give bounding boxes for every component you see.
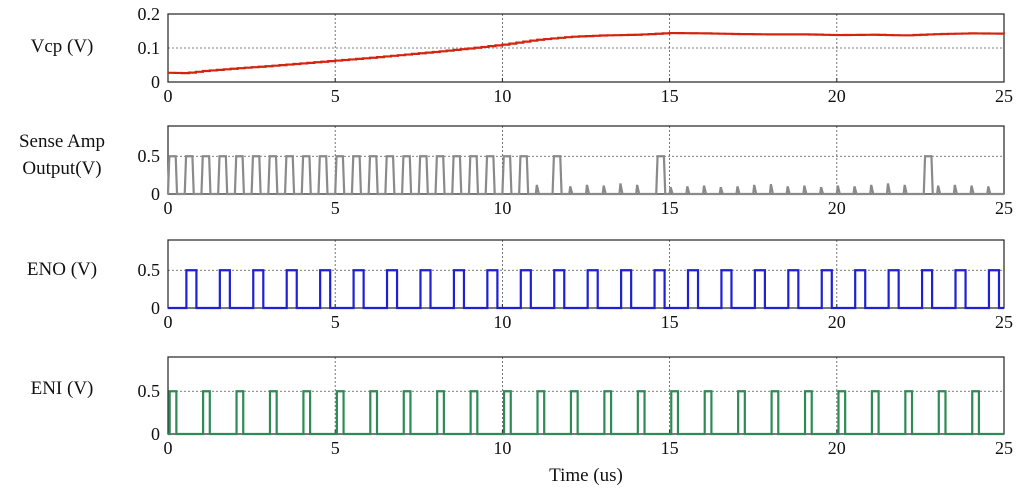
y-axis-label: Vcp (V) xyxy=(31,36,94,57)
x-tick-label: 0 xyxy=(164,438,173,458)
x-tick-label: 15 xyxy=(661,198,679,218)
x-tick-label: 25 xyxy=(995,312,1013,332)
x-tick-label: 0 xyxy=(164,312,173,332)
x-tick-label: 25 xyxy=(995,198,1013,218)
x-axis-label: Time (us) xyxy=(549,465,623,486)
y-axis-label-line: Sense Amp xyxy=(19,131,105,152)
vcp-series-line xyxy=(168,31,1006,75)
eno-series-line xyxy=(168,269,1004,310)
x-tick-label: 20 xyxy=(828,312,846,332)
y-tick-label: 0 xyxy=(151,298,160,318)
y-tick-label: 0 xyxy=(151,184,160,204)
eno-panel: 0 5 10 15 20 25 0 0.5 ENO (V) xyxy=(27,239,1013,332)
x-tick-label: 25 xyxy=(995,86,1013,106)
vcp-panel: 0 5 10 15 20 25 0 0.1 0.2 Vcp (V) xyxy=(31,4,1013,106)
y-tick-label: 0.5 xyxy=(138,146,161,166)
y-tick-label: 0.1 xyxy=(138,38,161,58)
x-tick-label: 20 xyxy=(828,86,846,106)
x-tick-label: 5 xyxy=(331,86,340,106)
plot-frame xyxy=(167,239,1005,309)
x-tick-label: 10 xyxy=(493,198,511,218)
eni-panel: 0 5 10 15 20 25 0 0.5 ENI (V) Time (us) xyxy=(31,356,1013,486)
x-tick-label: 5 xyxy=(331,312,340,332)
x-tick-label: 5 xyxy=(331,198,340,218)
eni-series-line xyxy=(168,390,1004,436)
y-axis-label-line: Output(V) xyxy=(22,158,101,179)
x-tick-label: 20 xyxy=(828,198,846,218)
y-tick-label: 0.5 xyxy=(138,260,161,280)
x-tick-label: 15 xyxy=(661,312,679,332)
x-tick-label: 0 xyxy=(164,86,173,106)
x-tick-label: 10 xyxy=(493,86,511,106)
sense-amp-series-line xyxy=(166,155,1004,196)
x-tick-label: 5 xyxy=(331,438,340,458)
y-tick-label: 0.5 xyxy=(138,381,161,401)
sense-amp-panel: 0 5 10 15 20 25 0 0.5 Sense Amp Output(V) xyxy=(19,125,1013,218)
plot-frame xyxy=(167,13,1005,83)
x-tick-label: 15 xyxy=(661,86,679,106)
y-axis-label: ENI (V) xyxy=(31,378,94,399)
x-tick-label: 10 xyxy=(493,438,511,458)
y-axis-label: ENO (V) xyxy=(27,259,97,280)
y-tick-label: 0.2 xyxy=(138,4,161,24)
x-tick-label: 25 xyxy=(995,438,1013,458)
y-tick-label: 0 xyxy=(151,424,160,444)
x-tick-label: 0 xyxy=(164,198,173,218)
x-tick-label: 15 xyxy=(661,438,679,458)
x-tick-label: 20 xyxy=(828,438,846,458)
y-tick-label: 0 xyxy=(151,72,160,92)
x-tick-label: 10 xyxy=(493,312,511,332)
